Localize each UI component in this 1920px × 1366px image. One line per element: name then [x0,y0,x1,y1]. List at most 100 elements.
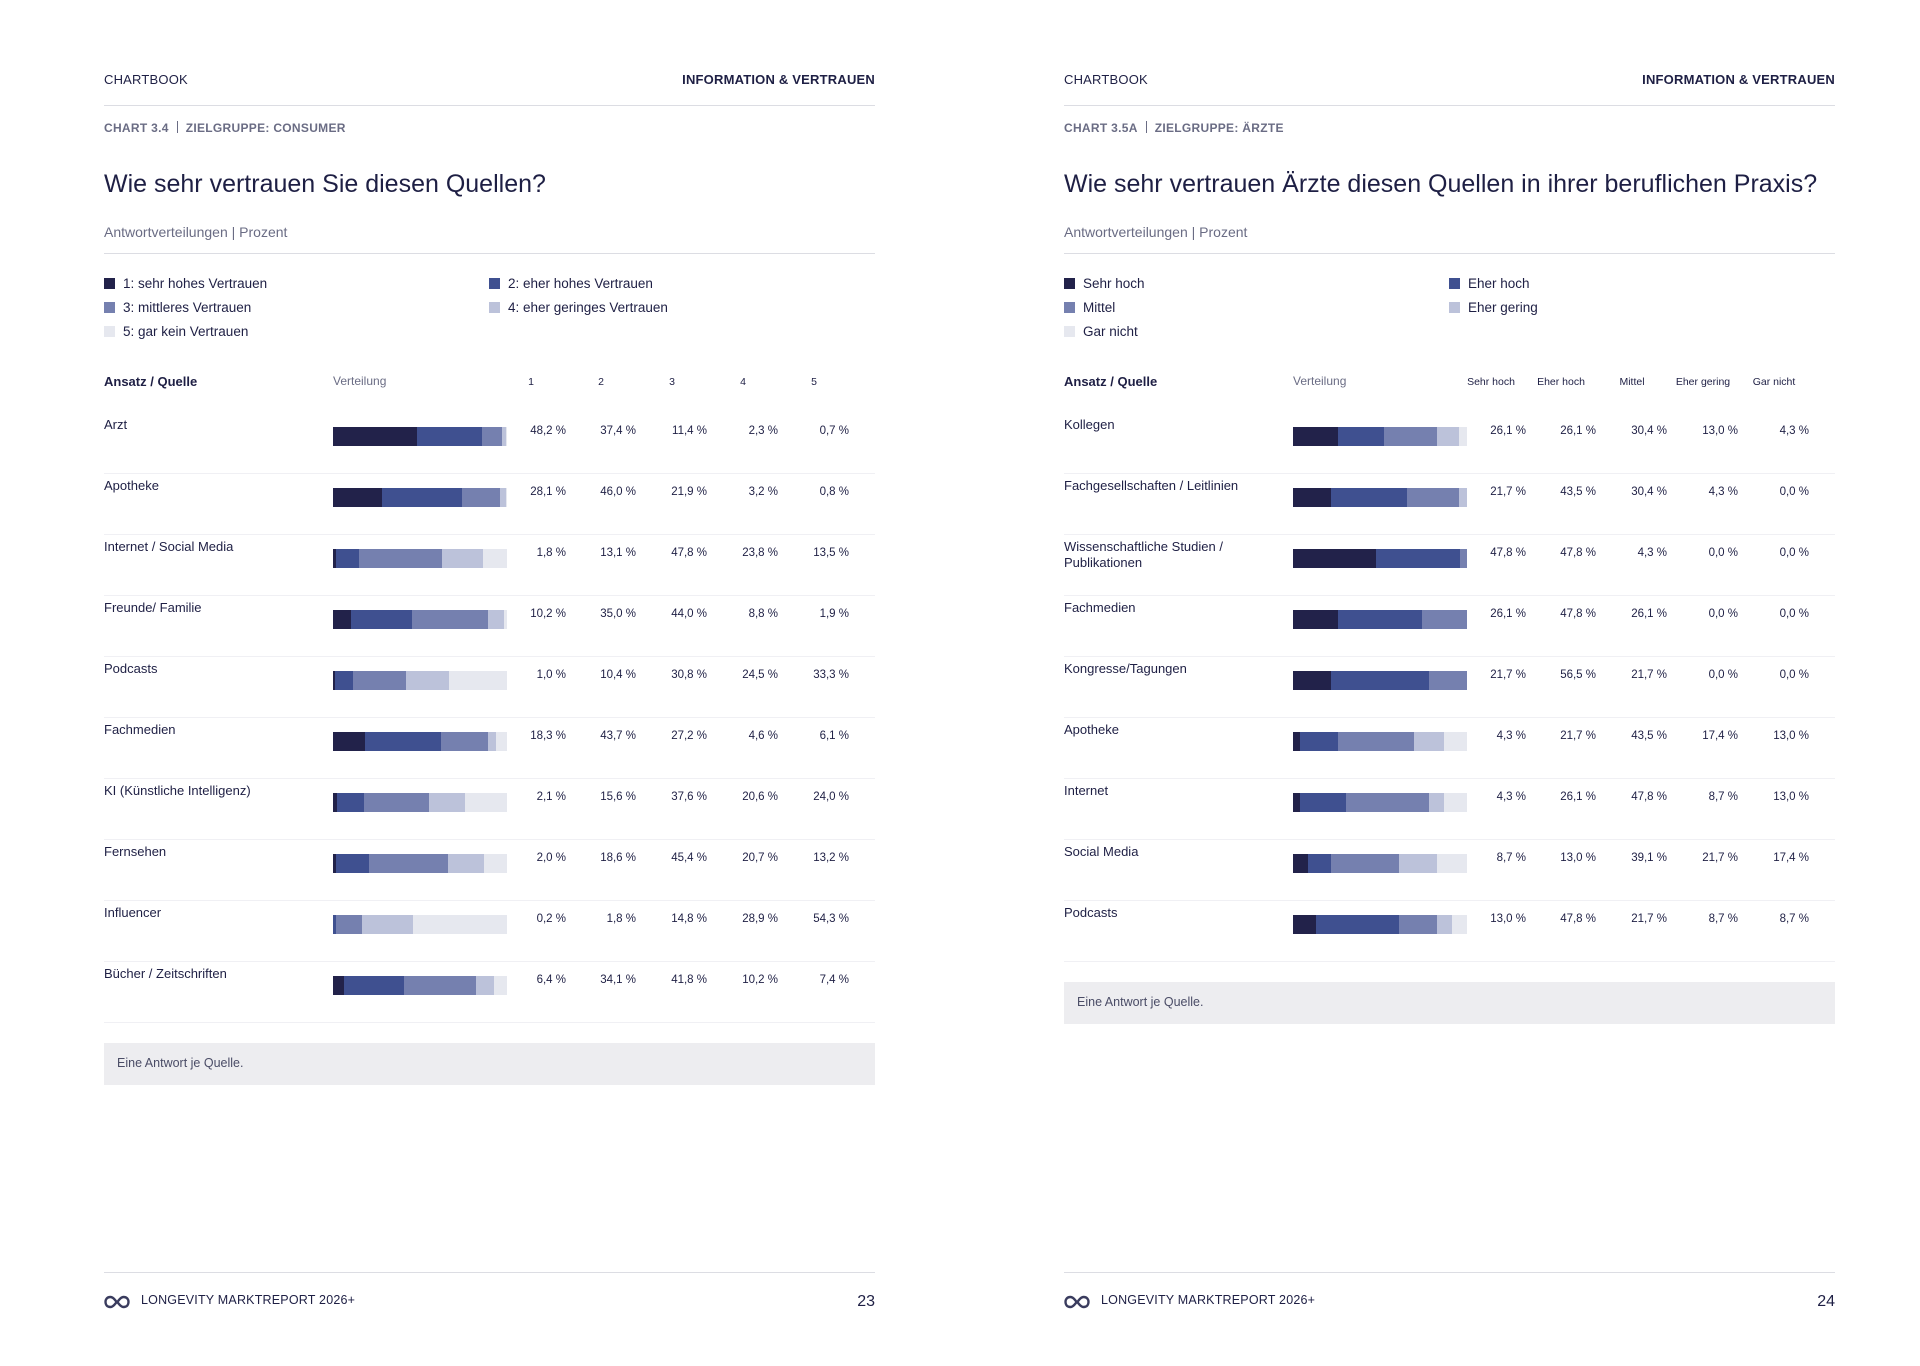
bar-segment [1293,793,1301,812]
bar-segment [1459,549,1467,568]
bar-segment [1293,671,1331,690]
chart-title: Wie sehr vertrauen Sie diesen Quellen? [104,170,546,198]
legend-label: 3: mittleres Vertrauen [123,300,252,315]
table-row: Influencer 0,2 % 1,8 % 14,8 % 28,9 % 54,3 % [104,901,875,962]
legend-item: 3: mittleres Vertrauen [104,300,251,315]
page-content: CHARTBOOK INFORMATION & VERTRAUEN CHART … [1064,0,1835,1366]
bar-segment [447,854,484,873]
bar-segment [333,427,417,446]
bar-segment [494,976,507,995]
value-label: 33,3 % [813,669,849,681]
stacked-bar [333,793,507,812]
row-label: Arzt [104,417,128,432]
value-label: 18,3 % [530,730,566,742]
kicker-divider [176,121,178,133]
table-row: Apotheke 28,1 % 46,0 % 21,9 % 3,2 % 0,8 % [104,474,875,535]
value-label: 0,0 % [1779,608,1809,620]
value-column-header: Sehr hoch [1467,376,1515,388]
distribution-column-header: Verteilung [1293,374,1347,388]
bar-segment [333,549,337,568]
page-number: 23 [857,1293,875,1310]
legend-swatch [104,302,115,313]
row-label: Internet [1064,783,1109,798]
footnote-text: Eine Antwort je Quelle. [1077,995,1204,1009]
value-label: 21,7 % [1702,852,1738,864]
legend-item: Eher hoch [1449,276,1530,291]
row-label: Fachmedien [1064,600,1136,615]
bar-segment [483,549,507,568]
stacked-bar [333,915,507,934]
row-label: KI (Künstliche Intelligenz) [104,783,251,798]
kicker-divider [1145,121,1147,133]
bar-segment [333,671,335,690]
value-label: 56,5 % [1560,669,1596,681]
value-label: 21,9 % [671,486,707,498]
row-label: Fachmedien [104,722,176,737]
bar-segment [333,915,337,934]
bar-segment [1345,793,1430,812]
header-chapter-label: INFORMATION & VERTRAUEN [1642,72,1835,87]
header-chapter-label: INFORMATION & VERTRAUEN [682,72,875,87]
value-label: 10,2 % [742,974,778,986]
legend-item: 4: eher geringes Vertrauen [489,300,668,315]
value-column-header: 5 [811,376,817,388]
infinity-logo-icon [104,1295,130,1309]
chart-subtitle: Antwortverteilungen | Prozent [104,224,288,240]
value-label: 39,1 % [1631,852,1667,864]
value-label: 43,5 % [1560,486,1596,498]
value-label: 4,6 % [748,730,778,742]
bar-segment [336,793,364,812]
value-label: 37,4 % [600,425,636,437]
page-content: CHARTBOOK INFORMATION & VERTRAUEN CHART … [104,0,875,1366]
value-column-header: Eher hoch [1537,376,1585,388]
value-label: 26,1 % [1631,608,1667,620]
legend-item: 5: gar kein Vertrauen [104,324,248,339]
bar-segment [1330,854,1399,873]
page-footer: LONGEVITY MARKTREPORT 2026+ 23 [104,1272,875,1322]
legend-swatch [1449,278,1460,289]
bar-segment [364,732,441,751]
bar-segment [476,976,495,995]
value-label: 4,3 % [1496,791,1526,803]
bar-segment [496,732,507,751]
value-label: 13,0 % [1490,913,1526,925]
stacked-bar [333,671,507,690]
value-label: 47,8 % [671,547,707,559]
value-label: 8,7 % [1708,791,1738,803]
row-label: Podcasts [104,661,158,676]
bar-segment [411,610,489,629]
bar-segment [333,854,337,873]
legend-label: Eher gering [1468,300,1538,315]
bar-segment [333,976,345,995]
value-label: 30,4 % [1631,425,1667,437]
bar-segment [333,732,365,751]
table-row: Bücher / Zeitschriften 6,4 % 34,1 % 41,8 % 1… [104,962,875,1023]
bar-segment [1376,549,1460,568]
bar-segment [1293,854,1309,873]
value-label: 28,9 % [742,913,778,925]
bar-segment [1330,671,1430,690]
bar-segment [336,915,363,934]
stacked-bar [333,732,507,751]
bar-segment [336,854,369,873]
value-label: 13,5 % [813,547,849,559]
footnote-box: Eine Antwort je Quelle. [1064,982,1835,1024]
value-label: 18,6 % [600,852,636,864]
value-label: 0,0 % [1779,547,1809,559]
legend-swatch [104,278,115,289]
bar-segment [412,915,507,934]
bar-segment [1315,915,1399,934]
value-label: 2,0 % [536,852,566,864]
value-label: 0,2 % [536,913,566,925]
bar-segment [1444,732,1467,751]
bar-segment [1300,732,1339,751]
bar-segment [481,427,502,446]
bar-segment [344,976,404,995]
chart-title: Wie sehr vertrauen Ärzte diesen Quellen … [1064,170,1818,198]
value-label: 26,1 % [1490,425,1526,437]
bar-segment [333,610,351,629]
footer-brand: LONGEVITY MARKTREPORT 2026+ [1101,1293,1316,1307]
value-label: 13,1 % [600,547,636,559]
infinity-logo-icon [1064,1295,1090,1309]
value-label: 13,0 % [1773,791,1809,803]
